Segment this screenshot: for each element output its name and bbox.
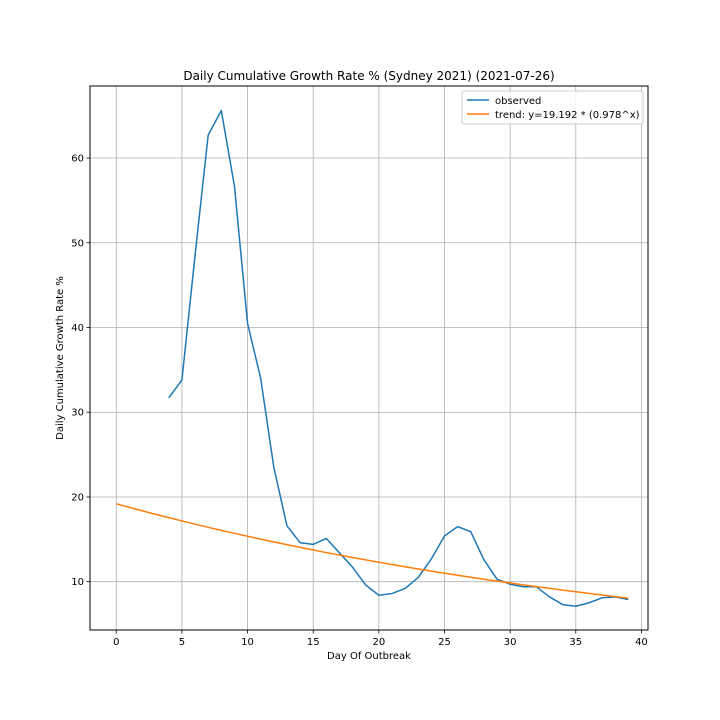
x-tick-label-5: 5 (179, 637, 185, 648)
series-line-1 (116, 503, 629, 599)
y-axis-label: Daily Cumulative Growth Rate % (55, 276, 66, 440)
legend-label-trend: trend: y=19.192 * (0.978^x) (495, 110, 640, 121)
x-axis-label: Day Of Outbreak (327, 651, 411, 662)
x-tick-label-0: 0 (113, 637, 119, 648)
x-tick-label-10: 10 (241, 637, 254, 648)
x-tick-label-20: 20 (372, 637, 385, 648)
legend-box (461, 90, 644, 125)
y-tick-label-40: 40 (71, 323, 84, 334)
grid (90, 86, 648, 630)
legend-label-observed: observed (495, 96, 541, 107)
legend: observed trend: y=19.192 * (0.978^x) (461, 90, 644, 125)
ticks: 0 5 10 15 20 25 30 35 40 10 20 30 40 50 60 (71, 154, 648, 648)
y-tick-label-20: 20 (71, 492, 84, 503)
plot-frame (89, 85, 649, 631)
y-tick-label-30: 30 (71, 408, 84, 419)
x-tick-label-35: 35 (569, 637, 582, 648)
x-tick-label-25: 25 (438, 637, 451, 648)
x-tick-label-40: 40 (635, 637, 648, 648)
series-layer (116, 109, 629, 608)
y-tick-label-60: 60 (71, 154, 84, 165)
chart-title: Daily Cumulative Growth Rate % (Sydney 2… (183, 69, 554, 83)
y-tick-label-10: 10 (71, 577, 84, 588)
series-line-0 (168, 109, 629, 608)
x-tick-label-30: 30 (504, 637, 517, 648)
y-tick-label-50: 50 (71, 238, 84, 249)
x-tick-label-15: 15 (307, 637, 320, 648)
